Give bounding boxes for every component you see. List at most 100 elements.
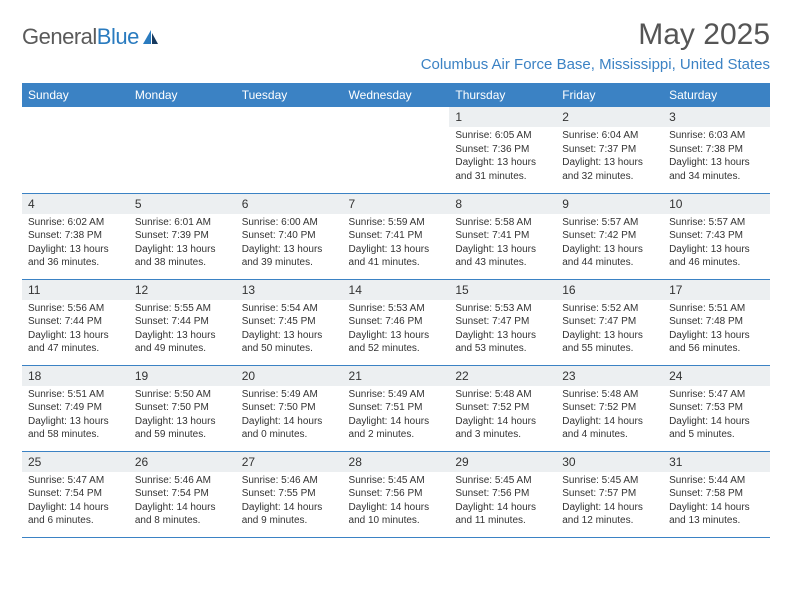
calendar-cell: 20Sunrise: 5:49 AMSunset: 7:50 PMDayligh… bbox=[236, 365, 343, 451]
calendar-page: GeneralBlue May 2025 Columbus Air Force … bbox=[0, 0, 792, 538]
logo: GeneralBlue bbox=[22, 24, 161, 50]
sunset-line: Sunset: 7:52 PM bbox=[455, 401, 550, 415]
sunset-line: Sunset: 7:56 PM bbox=[455, 487, 550, 501]
calendar-cell: 6Sunrise: 6:00 AMSunset: 7:40 PMDaylight… bbox=[236, 193, 343, 279]
logo-sail-icon bbox=[141, 28, 161, 46]
sunrise-line: Sunrise: 6:00 AM bbox=[242, 216, 337, 230]
daylight-line: Daylight: 13 hours and 49 minutes. bbox=[135, 329, 230, 356]
daylight-line: Daylight: 13 hours and 36 minutes. bbox=[28, 243, 123, 270]
sunset-line: Sunset: 7:44 PM bbox=[28, 315, 123, 329]
day-details: Sunrise: 5:45 AMSunset: 7:57 PMDaylight:… bbox=[556, 472, 663, 532]
sunset-line: Sunset: 7:36 PM bbox=[455, 143, 550, 157]
day-details: Sunrise: 5:59 AMSunset: 7:41 PMDaylight:… bbox=[343, 214, 450, 274]
daylight-line: Daylight: 14 hours and 9 minutes. bbox=[242, 501, 337, 528]
daylight-line: Daylight: 13 hours and 52 minutes. bbox=[349, 329, 444, 356]
day-details: Sunrise: 5:50 AMSunset: 7:50 PMDaylight:… bbox=[129, 386, 236, 446]
sunrise-line: Sunrise: 5:46 AM bbox=[242, 474, 337, 488]
calendar-cell: 10Sunrise: 5:57 AMSunset: 7:43 PMDayligh… bbox=[663, 193, 770, 279]
day-number: 1 bbox=[449, 107, 556, 127]
day-details: Sunrise: 5:45 AMSunset: 7:56 PMDaylight:… bbox=[449, 472, 556, 532]
calendar-table: SundayMondayTuesdayWednesdayThursdayFrid… bbox=[22, 83, 770, 538]
calendar-row: 4Sunrise: 6:02 AMSunset: 7:38 PMDaylight… bbox=[22, 193, 770, 279]
daylight-line: Daylight: 13 hours and 41 minutes. bbox=[349, 243, 444, 270]
daylight-line: Daylight: 13 hours and 58 minutes. bbox=[28, 415, 123, 442]
day-details: Sunrise: 5:48 AMSunset: 7:52 PMDaylight:… bbox=[449, 386, 556, 446]
sunrise-line: Sunrise: 5:53 AM bbox=[455, 302, 550, 316]
month-title: May 2025 bbox=[421, 18, 770, 52]
day-number: 26 bbox=[129, 452, 236, 472]
sunset-line: Sunset: 7:38 PM bbox=[669, 143, 764, 157]
sunrise-line: Sunrise: 6:01 AM bbox=[135, 216, 230, 230]
sunrise-line: Sunrise: 6:02 AM bbox=[28, 216, 123, 230]
daylight-line: Daylight: 14 hours and 11 minutes. bbox=[455, 501, 550, 528]
daylight-line: Daylight: 13 hours and 56 minutes. bbox=[669, 329, 764, 356]
sunset-line: Sunset: 7:49 PM bbox=[28, 401, 123, 415]
sunset-line: Sunset: 7:53 PM bbox=[669, 401, 764, 415]
daylight-line: Daylight: 14 hours and 10 minutes. bbox=[349, 501, 444, 528]
day-number: 15 bbox=[449, 280, 556, 300]
daylight-line: Daylight: 14 hours and 4 minutes. bbox=[562, 415, 657, 442]
sunset-line: Sunset: 7:48 PM bbox=[669, 315, 764, 329]
sunrise-line: Sunrise: 5:48 AM bbox=[455, 388, 550, 402]
day-number: 31 bbox=[663, 452, 770, 472]
calendar-cell bbox=[343, 107, 450, 193]
calendar-cell: 3Sunrise: 6:03 AMSunset: 7:38 PMDaylight… bbox=[663, 107, 770, 193]
calendar-cell: 17Sunrise: 5:51 AMSunset: 7:48 PMDayligh… bbox=[663, 279, 770, 365]
daylight-line: Daylight: 13 hours and 47 minutes. bbox=[28, 329, 123, 356]
daylight-line: Daylight: 14 hours and 3 minutes. bbox=[455, 415, 550, 442]
calendar-cell bbox=[22, 107, 129, 193]
day-number: 28 bbox=[343, 452, 450, 472]
calendar-cell: 14Sunrise: 5:53 AMSunset: 7:46 PMDayligh… bbox=[343, 279, 450, 365]
day-details: Sunrise: 5:53 AMSunset: 7:47 PMDaylight:… bbox=[449, 300, 556, 360]
day-number: 12 bbox=[129, 280, 236, 300]
day-number: 22 bbox=[449, 366, 556, 386]
calendar-cell bbox=[129, 107, 236, 193]
sunrise-line: Sunrise: 5:57 AM bbox=[562, 216, 657, 230]
daylight-line: Daylight: 13 hours and 46 minutes. bbox=[669, 243, 764, 270]
calendar-cell: 4Sunrise: 6:02 AMSunset: 7:38 PMDaylight… bbox=[22, 193, 129, 279]
day-number: 16 bbox=[556, 280, 663, 300]
calendar-row: 1Sunrise: 6:05 AMSunset: 7:36 PMDaylight… bbox=[22, 107, 770, 193]
calendar-cell: 31Sunrise: 5:44 AMSunset: 7:58 PMDayligh… bbox=[663, 451, 770, 537]
day-details: Sunrise: 5:45 AMSunset: 7:56 PMDaylight:… bbox=[343, 472, 450, 532]
sunrise-line: Sunrise: 6:04 AM bbox=[562, 129, 657, 143]
weekday-header: Thursday bbox=[449, 83, 556, 107]
sunrise-line: Sunrise: 5:56 AM bbox=[28, 302, 123, 316]
sunset-line: Sunset: 7:50 PM bbox=[135, 401, 230, 415]
day-number: 8 bbox=[449, 194, 556, 214]
calendar-cell: 5Sunrise: 6:01 AMSunset: 7:39 PMDaylight… bbox=[129, 193, 236, 279]
sunset-line: Sunset: 7:38 PM bbox=[28, 229, 123, 243]
logo-text-general: General bbox=[22, 24, 97, 50]
sunset-line: Sunset: 7:56 PM bbox=[349, 487, 444, 501]
calendar-cell: 24Sunrise: 5:47 AMSunset: 7:53 PMDayligh… bbox=[663, 365, 770, 451]
calendar-cell: 8Sunrise: 5:58 AMSunset: 7:41 PMDaylight… bbox=[449, 193, 556, 279]
day-number: 19 bbox=[129, 366, 236, 386]
daylight-line: Daylight: 14 hours and 5 minutes. bbox=[669, 415, 764, 442]
weekday-header: Monday bbox=[129, 83, 236, 107]
daylight-line: Daylight: 13 hours and 32 minutes. bbox=[562, 156, 657, 183]
sunrise-line: Sunrise: 5:49 AM bbox=[349, 388, 444, 402]
sunset-line: Sunset: 7:55 PM bbox=[242, 487, 337, 501]
daylight-line: Daylight: 14 hours and 0 minutes. bbox=[242, 415, 337, 442]
sunrise-line: Sunrise: 5:51 AM bbox=[669, 302, 764, 316]
sunset-line: Sunset: 7:37 PM bbox=[562, 143, 657, 157]
calendar-cell: 15Sunrise: 5:53 AMSunset: 7:47 PMDayligh… bbox=[449, 279, 556, 365]
daylight-line: Daylight: 13 hours and 53 minutes. bbox=[455, 329, 550, 356]
calendar-cell: 7Sunrise: 5:59 AMSunset: 7:41 PMDaylight… bbox=[343, 193, 450, 279]
weekday-header: Tuesday bbox=[236, 83, 343, 107]
daylight-line: Daylight: 13 hours and 31 minutes. bbox=[455, 156, 550, 183]
daylight-line: Daylight: 13 hours and 55 minutes. bbox=[562, 329, 657, 356]
calendar-cell bbox=[236, 107, 343, 193]
day-number: 27 bbox=[236, 452, 343, 472]
day-details: Sunrise: 6:03 AMSunset: 7:38 PMDaylight:… bbox=[663, 127, 770, 187]
location-text: Columbus Air Force Base, Mississippi, Un… bbox=[421, 56, 770, 73]
daylight-line: Daylight: 14 hours and 12 minutes. bbox=[562, 501, 657, 528]
calendar-cell: 16Sunrise: 5:52 AMSunset: 7:47 PMDayligh… bbox=[556, 279, 663, 365]
calendar-cell: 9Sunrise: 5:57 AMSunset: 7:42 PMDaylight… bbox=[556, 193, 663, 279]
weekday-header: Wednesday bbox=[343, 83, 450, 107]
sunrise-line: Sunrise: 5:52 AM bbox=[562, 302, 657, 316]
sunset-line: Sunset: 7:52 PM bbox=[562, 401, 657, 415]
sunrise-line: Sunrise: 5:47 AM bbox=[669, 388, 764, 402]
calendar-cell: 30Sunrise: 5:45 AMSunset: 7:57 PMDayligh… bbox=[556, 451, 663, 537]
calendar-cell: 13Sunrise: 5:54 AMSunset: 7:45 PMDayligh… bbox=[236, 279, 343, 365]
